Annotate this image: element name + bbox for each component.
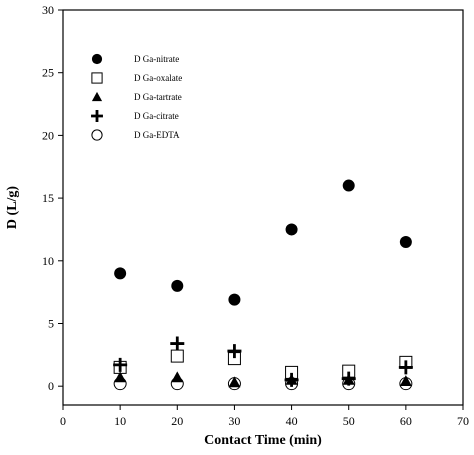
data-points bbox=[113, 179, 413, 391]
legend-label: D Ga-citrate bbox=[134, 111, 179, 121]
y-tick-label: 0 bbox=[48, 379, 54, 393]
legend: D Ga-nitrate D Ga-oxalate D Ga-tartrate D G… bbox=[91, 53, 182, 141]
legend-marker bbox=[91, 53, 103, 65]
legend-marker bbox=[91, 72, 103, 84]
x-tick-label: 10 bbox=[114, 414, 126, 428]
y-tick-label: 25 bbox=[42, 66, 54, 80]
y-tick-label: 10 bbox=[42, 254, 54, 268]
x-axis-ticks: 0 10 20 30 40 50 60 70 bbox=[60, 405, 469, 428]
y-tick-label: 30 bbox=[42, 3, 54, 17]
x-tick-label: 40 bbox=[286, 414, 298, 428]
legend-label: D Ga-oxalate bbox=[134, 73, 182, 83]
data-point-d-ga-tartrate bbox=[399, 375, 412, 386]
x-axis-title: Contact Time (min) bbox=[204, 433, 322, 448]
legend-marker bbox=[91, 110, 103, 122]
x-tick-label: 60 bbox=[400, 414, 412, 428]
data-point-d-ga-nitrate bbox=[285, 223, 298, 236]
x-tick-label: 70 bbox=[457, 414, 469, 428]
data-point-d-ga-nitrate bbox=[228, 293, 241, 306]
y-axis-ticks: 0 5 10 15 20 25 30 bbox=[42, 3, 63, 393]
data-point-d-ga-tartrate bbox=[114, 371, 127, 383]
x-tick-label: 20 bbox=[171, 414, 183, 428]
plot-frame bbox=[62, 9, 464, 406]
y-tick-label: 20 bbox=[42, 128, 54, 142]
data-point-d-ga-citrate bbox=[113, 357, 128, 372]
data-point-d-ga-nitrate bbox=[114, 267, 127, 280]
legend-marker bbox=[91, 129, 103, 141]
data-point-d-ga-nitrate bbox=[342, 179, 355, 192]
data-point-d-ga-citrate bbox=[341, 371, 356, 386]
x-tick-label: 30 bbox=[228, 414, 240, 428]
data-point-d-ga-nitrate bbox=[171, 279, 184, 292]
data-point-d-ga-oxalate bbox=[170, 349, 184, 363]
data-point-d-ga-citrate bbox=[227, 344, 242, 359]
legend-label: D Ga-nitrate bbox=[134, 54, 179, 64]
x-tick-label: 50 bbox=[343, 414, 355, 428]
legend-label: D Ga-EDTA bbox=[134, 130, 180, 140]
plot-border bbox=[62, 9, 464, 406]
data-point-d-ga-citrate bbox=[398, 360, 413, 375]
data-point-d-ga-tartrate bbox=[228, 376, 241, 388]
data-point-d-ga-citrate bbox=[284, 372, 299, 387]
x-tick-label: 0 bbox=[60, 414, 66, 428]
data-point-d-ga-citrate bbox=[170, 336, 185, 351]
legend-label: D Ga-tartrate bbox=[134, 92, 182, 102]
legend-marker bbox=[91, 91, 103, 102]
data-point-d-ga-tartrate bbox=[171, 371, 184, 383]
y-axis-title: D (L/g) bbox=[5, 186, 20, 230]
data-point-d-ga-nitrate bbox=[399, 235, 412, 248]
y-tick-label: 15 bbox=[42, 191, 54, 205]
y-tick-label: 5 bbox=[48, 316, 54, 330]
